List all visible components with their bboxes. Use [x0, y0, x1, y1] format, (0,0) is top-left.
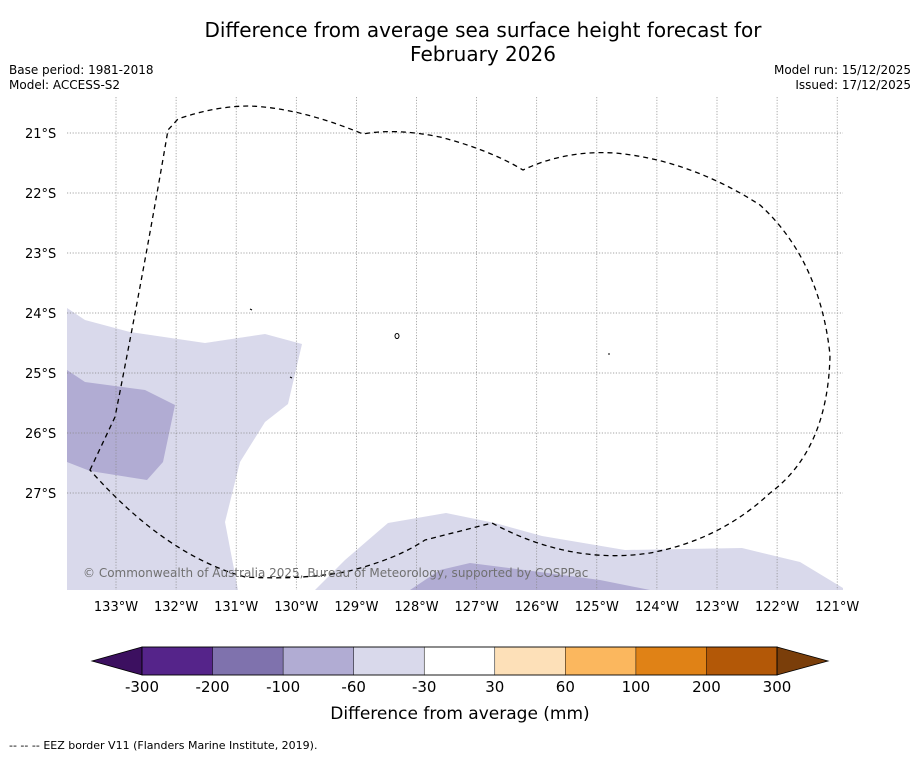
island-marker — [394, 333, 400, 339]
longitude-labels: 133°W 132°W 131°W 130°W 129°W 128°W 127°W 126°W… — [94, 600, 860, 615]
colorbar-tick-label: 200 — [692, 678, 721, 696]
model-name: Model: ACCESS-S2 — [9, 78, 121, 92]
eez-legend-text: EEZ border V11 (Flanders Marine Institut… — [43, 739, 318, 752]
colorbar-tick-label: 300 — [763, 678, 792, 696]
eez-legend-symbol: -- -- -- — [9, 739, 40, 752]
colorbar-cell — [565, 646, 637, 676]
map-panel: © Commonwealth of Australia 2025, Bureau… — [67, 97, 843, 590]
latitude-label: 21°S — [25, 127, 56, 142]
latitude-label: 25°S — [25, 367, 56, 382]
medium-anomaly-patch-south — [410, 563, 650, 590]
colorbar-cell — [212, 646, 284, 676]
colorbar-tick-label: 100 — [622, 678, 651, 696]
colorbar-cell — [423, 646, 496, 676]
graticule — [67, 97, 843, 590]
colorbar-cell — [282, 646, 355, 676]
eez-legend: -- -- -- EEZ border V11 (Flanders Marine… — [9, 739, 317, 752]
longitude-label: 121°W — [815, 600, 859, 615]
latitude-labels: 21°S 22°S 23°S 24°S 25°S 26°S 27°S — [25, 127, 56, 502]
colorbar-cell — [353, 646, 425, 676]
longitude-label: 133°W — [94, 600, 138, 615]
colorbar-over-arrow — [776, 646, 830, 676]
medium-anomaly-patch-west — [67, 370, 175, 480]
longitude-label: 122°W — [755, 600, 799, 615]
latitude-label: 23°S — [25, 247, 56, 262]
latitude-label: 27°S — [25, 487, 56, 502]
longitude-label: 130°W — [274, 600, 318, 615]
longitude-label: 125°W — [575, 600, 619, 615]
latitude-label: 26°S — [25, 427, 56, 442]
island-marker — [249, 308, 253, 311]
model-run: Model run: 15/12/2025 — [773, 63, 911, 77]
longitude-label: 129°W — [334, 600, 378, 615]
map-title-line2: February 2026 — [410, 42, 556, 66]
colorbar-tick-label: -100 — [266, 678, 300, 696]
longitude-label: 126°W — [515, 600, 559, 615]
colorbar-tick-label: -200 — [196, 678, 230, 696]
map-title-line1: Difference from average sea surface heig… — [204, 18, 762, 42]
colorbar-tick-label: 60 — [556, 678, 575, 696]
colorbar: -300 -200 -100 -60 -30 30 60 100 200 300 Differen… — [90, 646, 830, 724]
longitude-label: 131°W — [214, 600, 258, 615]
longitude-label: 124°W — [635, 600, 679, 615]
colorbar-tick-label: -60 — [341, 678, 366, 696]
colorbar-cell — [141, 646, 214, 676]
longitude-label: 132°W — [154, 600, 198, 615]
map-title: Difference from average sea surface heig… — [0, 18, 919, 66]
colorbar-tick-label: -300 — [125, 678, 159, 696]
colorbar-label: Difference from average (mm) — [330, 704, 589, 724]
issued-date: Issued: 17/12/2025 — [795, 78, 911, 92]
run-info: Model run: 15/12/2025 Issued: 17/12/2025 — [774, 63, 911, 93]
colorbar-tick-labels: -300 -200 -100 -60 -30 30 60 100 200 300 — [125, 678, 791, 696]
colorbar-cell — [635, 646, 708, 676]
colorbar-under-arrow — [90, 646, 143, 676]
light-anomaly-band-west — [67, 308, 302, 590]
colorbar-tick-label: -30 — [412, 678, 437, 696]
latitude-label: 22°S — [25, 187, 56, 202]
colorbar-frame — [141, 646, 778, 676]
colorbar-cell — [494, 646, 567, 676]
latitude-label: 24°S — [25, 307, 56, 322]
model-info: Base period: 1981-2018 Model: ACCESS-S2 — [9, 63, 154, 93]
longitude-label: 123°W — [695, 600, 739, 615]
colorbar-tick-label: 30 — [485, 678, 504, 696]
copyright-notice: © Commonwealth of Australia 2025, Bureau… — [83, 566, 588, 580]
longitude-label: 128°W — [394, 600, 438, 615]
colorbar-cell — [706, 646, 778, 676]
longitude-label: 127°W — [455, 600, 499, 615]
base-period: Base period: 1981-2018 — [9, 63, 154, 77]
island-marker — [289, 376, 293, 379]
